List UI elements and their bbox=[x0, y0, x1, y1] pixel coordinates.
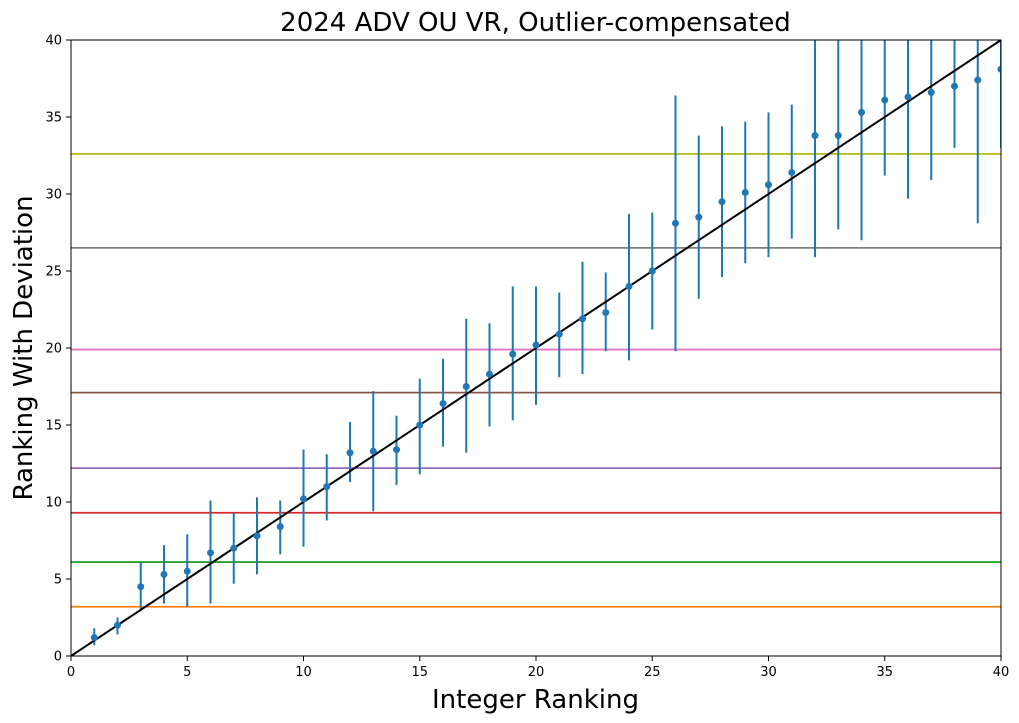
y-tick-label-0: 0 bbox=[54, 650, 62, 665]
x-tick-label-20: 20 bbox=[528, 665, 545, 680]
data-point-3 bbox=[137, 583, 145, 591]
y-tick-label-10: 10 bbox=[45, 496, 62, 511]
data-point-40 bbox=[997, 65, 1001, 73]
x-tick-label-5: 5 bbox=[183, 665, 191, 680]
data-point-7 bbox=[230, 544, 238, 552]
data-point-34 bbox=[858, 108, 865, 116]
x-axis-label: Integer Ranking bbox=[432, 685, 639, 715]
data-point-2 bbox=[114, 621, 121, 629]
data-point-10 bbox=[300, 495, 307, 503]
data-point-37 bbox=[927, 88, 935, 96]
data-point-39 bbox=[974, 76, 982, 84]
x-tick-label-0: 0 bbox=[67, 665, 75, 680]
data-point-21 bbox=[555, 330, 563, 338]
data-point-8 bbox=[253, 532, 261, 540]
data-point-28 bbox=[718, 198, 726, 206]
data-point-31 bbox=[788, 168, 796, 176]
x-tick-label-25: 25 bbox=[644, 665, 661, 680]
x-tick-label-10: 10 bbox=[295, 665, 312, 680]
x-tick-label-30: 30 bbox=[760, 665, 777, 680]
y-tick-label-20: 20 bbox=[45, 342, 62, 357]
y-tick-label-15: 15 bbox=[45, 419, 62, 434]
y-tick-label-35: 35 bbox=[45, 111, 62, 126]
data-point-27 bbox=[695, 213, 703, 221]
y-axis-label: Ranking With Deviation bbox=[9, 195, 39, 500]
data-point-32 bbox=[811, 131, 819, 139]
data-point-35 bbox=[881, 96, 889, 104]
data-point-9 bbox=[276, 523, 284, 531]
data-point-36 bbox=[904, 93, 912, 101]
data-point-33 bbox=[834, 131, 842, 139]
y-tick-label-40: 40 bbox=[45, 34, 62, 49]
x-tick-label-40: 40 bbox=[993, 665, 1010, 680]
data-point-14 bbox=[393, 446, 400, 454]
data-point-16 bbox=[439, 399, 447, 407]
data-point-12 bbox=[346, 449, 354, 457]
y-tick-label-25: 25 bbox=[45, 265, 62, 280]
data-point-5 bbox=[183, 567, 191, 575]
plot-contents bbox=[71, 40, 1001, 656]
data-point-11 bbox=[323, 483, 331, 491]
data-point-15 bbox=[416, 421, 424, 429]
data-point-17 bbox=[462, 383, 470, 390]
data-point-24 bbox=[625, 282, 633, 290]
data-point-38 bbox=[951, 82, 958, 90]
data-point-4 bbox=[160, 570, 168, 578]
plot-area: 0 5 10 15 20 25 30 35 40 0 5 10 15 20 25 30 35 40 bbox=[45, 34, 1010, 681]
y-tick-label-5: 5 bbox=[54, 573, 62, 588]
x-tick-label-35: 35 bbox=[876, 665, 893, 680]
y-tick-label-30: 30 bbox=[45, 188, 62, 203]
data-point-30 bbox=[765, 181, 772, 189]
data-point-13 bbox=[369, 447, 377, 455]
data-point-26 bbox=[672, 219, 679, 227]
data-point-25 bbox=[648, 267, 656, 275]
data-point-22 bbox=[579, 315, 586, 323]
x-tick-label-15: 15 bbox=[411, 665, 428, 680]
data-point-23 bbox=[602, 309, 610, 317]
data-point-6 bbox=[207, 549, 214, 557]
chart-title: 2024 ADV OU VR, Outlier-compensated bbox=[280, 8, 791, 38]
data-point-29 bbox=[741, 188, 749, 196]
data-point-20 bbox=[532, 341, 540, 349]
data-point-1 bbox=[90, 634, 98, 642]
data-point-18 bbox=[486, 370, 493, 378]
data-point-19 bbox=[509, 350, 517, 358]
